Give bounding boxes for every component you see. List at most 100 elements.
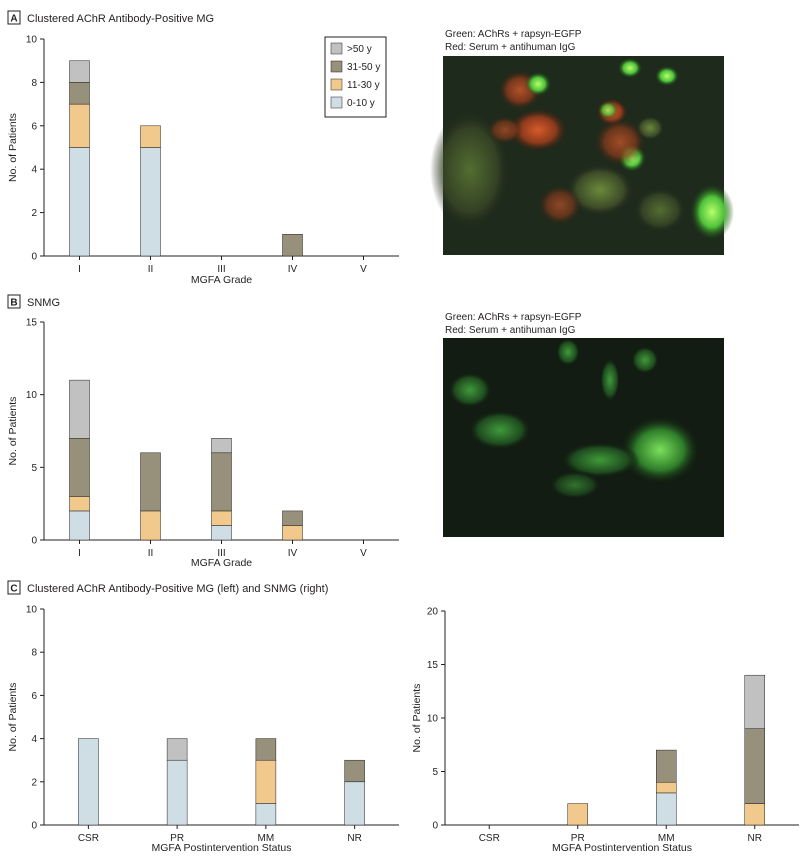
x-axis-label: MGFA Postintervention Status [552,842,692,854]
x-tick-label: CSR [78,833,99,844]
panel-a-letter-box [7,10,21,25]
bar-segment [744,803,765,826]
legend-label: 0-10 y [347,98,375,109]
panel-a-letter: A [10,14,17,25]
panel-c-letter-box [7,580,21,595]
y-axis-label: No. of Patients [411,684,423,753]
bar-segment [344,759,365,783]
x-tick-label: III [217,264,225,275]
bar-segment [255,738,277,761]
y-tick-label: 10 [26,35,38,46]
y-tick-label: 20 [427,607,439,618]
y-tick-label: 2 [31,777,37,788]
legend-label: 11-30 y [347,80,380,91]
x-tick-label: II [148,264,154,275]
x-tick-label: PR [170,833,184,844]
bar-segment [344,781,365,826]
bar-segment [744,728,765,804]
y-tick-label: 2 [31,208,37,219]
y-axis-label: No. of Patients [7,683,19,752]
bar-segment [69,147,90,257]
panel-a-title: Clustered AChR Antibody-Positive MG [27,13,214,25]
x-tick-label: V [360,548,367,559]
legend-item: >50 y [330,42,372,55]
bar-segment [656,749,677,783]
micrograph-a-caption-line1: Green: AChRs + rapsyn-EGFP [445,29,582,40]
micrograph-b [443,338,724,537]
panel-a-header: A Clustered AChR Antibody-Positive MG [7,10,214,25]
chart-panel-c-left: 0 2 4 6 8 10 CSR PR MM NR MGFA Postintervention St… [7,605,399,854]
x-tick-label: CSR [479,833,500,844]
bar-segment [69,379,90,439]
bar-segment [211,438,232,454]
x-axis-label: MGFA Grade [191,557,252,569]
y-tick-label: 4 [31,734,37,745]
y-tick-label: 0 [31,821,37,832]
bar-segment [140,125,161,148]
bar-segment [69,82,90,105]
micrograph-a-caption-line2: Red: Serum + antihuman IgG [445,42,576,53]
legend-swatch [330,96,343,109]
bar-segment [255,803,277,826]
x-tick-label: NR [748,833,762,844]
bar-segment [744,674,765,729]
bar-segment [69,438,90,497]
panel-b-title: SNMG [27,297,60,309]
y-tick-label: 10 [427,714,439,725]
panel-b-letter-box [7,294,21,309]
x-tick-label: PR [571,833,585,844]
bar-segment [282,234,303,257]
bar-segment [140,147,161,257]
legend-item: 0-10 y [330,96,375,109]
bar-segment [282,525,303,541]
legend-item: 31-50 y [330,60,380,73]
panel-b-letter: B [10,298,17,309]
bar-segment [69,510,90,541]
bar-segment [69,103,90,148]
x-tick-label: I [78,264,81,275]
bar-segment [656,792,677,826]
bar-segment [211,452,232,512]
y-tick-label: 10 [26,390,38,401]
y-tick-label: 4 [31,165,37,176]
y-tick-label: 8 [31,648,37,659]
y-tick-label: 0 [432,821,438,832]
micrograph-a [430,56,734,255]
x-tick-label: III [217,548,225,559]
micrograph-b-caption-line2: Red: Serum + antihuman IgG [445,325,576,336]
bar-segment [69,60,90,83]
y-axis-label: No. of Patients [7,113,19,182]
bar-segment [140,452,161,512]
y-tick-label: 6 [31,121,37,132]
y-tick-label: 5 [31,463,37,474]
bar-segment [166,759,188,826]
x-tick-label: II [148,548,154,559]
y-tick-label: 0 [31,536,37,547]
bar-segment [211,525,232,541]
legend-label: 31-50 y [347,62,380,73]
panel-c-letter: C [10,584,17,595]
bar-segment [140,510,161,541]
bar-segment [69,496,90,512]
bar-segment [282,510,303,526]
y-tick-label: 0 [31,252,37,263]
y-tick-label: 10 [26,605,38,616]
bar-segment [166,738,188,761]
y-tick-label: 15 [427,660,439,671]
bar-segment [567,803,588,826]
x-axis-label: MGFA Postintervention Status [151,842,291,854]
panel-b-header: B SNMG [7,294,60,309]
legend-item: 11-30 y [330,78,380,91]
y-tick-label: 6 [31,691,37,702]
x-tick-label: IV [288,264,298,275]
bar-segment [656,781,677,794]
y-tick-label: 5 [432,767,438,778]
x-tick-label: MM [658,833,675,844]
micrograph-b-caption-line1: Green: AChRs + rapsyn-EGFP [445,312,582,323]
y-axis-label: No. of Patients [7,397,19,466]
panel-c-header: C Clustered AChR Antibody-Positive MG (l… [7,580,328,595]
legend-swatch [330,78,343,91]
